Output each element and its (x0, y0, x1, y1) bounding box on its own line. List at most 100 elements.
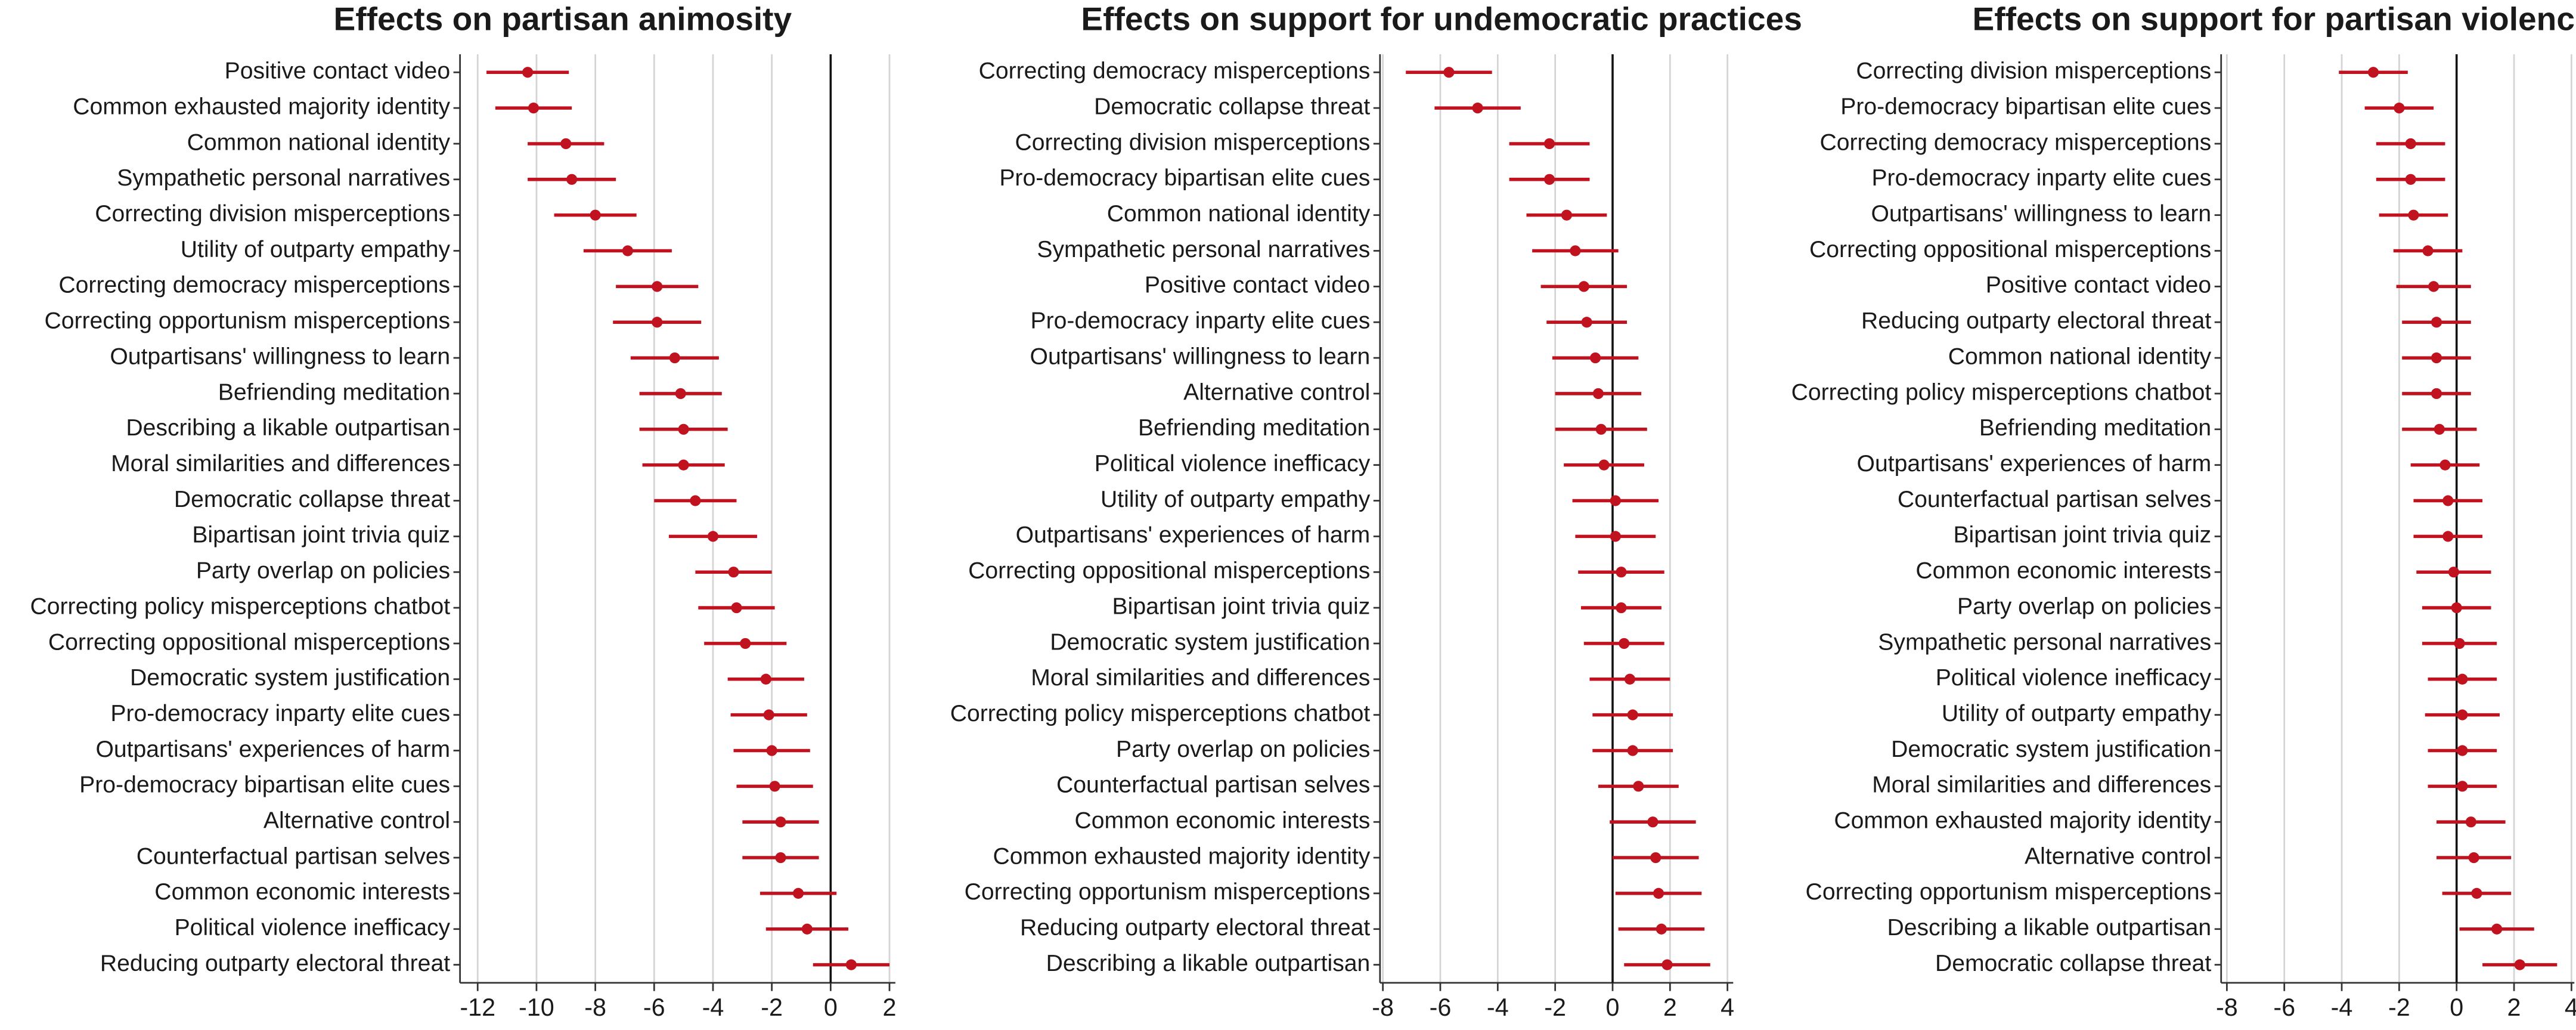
point (2428, 281, 2439, 292)
category-label: Common national identity (1107, 201, 1371, 227)
category-label: Correcting division misperceptions (1015, 129, 1370, 155)
category-label: Party overlap on policies (1116, 737, 1370, 762)
point (845, 959, 857, 970)
category-label: Describing a likable outpartisan (1046, 951, 1371, 976)
point (652, 317, 663, 328)
category-label: Outpartisans' willingness to learn (1030, 344, 1371, 369)
category-label: Common exhausted majority identity (73, 94, 450, 119)
point (652, 281, 663, 292)
point (740, 638, 751, 649)
x-tick-label: 2 (883, 994, 897, 1021)
x-tick-label: 0 (2450, 994, 2463, 1021)
point (678, 423, 689, 435)
category-label: Alternative control (2025, 843, 2211, 869)
point (622, 245, 633, 256)
category-label: Correcting policy misperceptions chatbot (30, 593, 451, 619)
category-label: Bipartisan joint trivia quiz (1953, 522, 2211, 548)
category-label: Political violence inefficacy (1936, 665, 2212, 691)
x-tick-label: 0 (1605, 994, 1619, 1021)
x-tick-label: -4 (702, 994, 724, 1021)
x-tick-label: -6 (2273, 994, 2295, 1021)
point (2431, 388, 2442, 400)
point (769, 781, 780, 792)
category-label: Correcting division misperceptions (1856, 58, 2211, 84)
point (1592, 388, 1604, 400)
category-label: Bipartisan joint trivia quiz (1112, 593, 1371, 619)
point (1616, 602, 1627, 614)
point (2367, 67, 2379, 78)
point (560, 138, 572, 150)
x-tick-label: 4 (1721, 994, 1734, 1021)
category-label: Moral similarities and differences (111, 451, 450, 477)
x-tick-label: -2 (1544, 994, 1566, 1021)
point (669, 352, 680, 364)
point (2457, 673, 2468, 685)
category-label: Correcting oppositional misperceptions (1809, 237, 2211, 262)
point (2405, 174, 2416, 185)
category-label: Befriending meditation (1138, 415, 1370, 441)
point (2471, 887, 2482, 899)
point (1443, 67, 1455, 78)
point (792, 887, 804, 899)
point (1561, 209, 1573, 221)
point (775, 816, 786, 828)
category-label: Counterfactual partisan selves (1898, 487, 2211, 512)
category-label: Democratic system justification (1891, 737, 2211, 762)
x-tick-label: -6 (1430, 994, 1452, 1021)
category-label: Pro-democracy bipartisan elite cues (999, 165, 1370, 191)
point (728, 567, 739, 578)
x-tick-label: -4 (1487, 994, 1509, 1021)
point (1619, 638, 1630, 649)
point (2491, 923, 2503, 935)
x-tick-label: 2 (2507, 994, 2521, 1021)
category-label: Common national identity (1948, 344, 2212, 369)
point (760, 673, 771, 685)
point (2394, 103, 2405, 114)
point (775, 852, 786, 864)
x-tick-label: 0 (824, 994, 838, 1021)
point (1656, 923, 1667, 935)
category-label: Correcting policy misperceptions chatbot (1791, 379, 2212, 405)
point (2468, 852, 2479, 864)
point (2408, 209, 2419, 221)
point (2405, 138, 2416, 150)
point (2434, 423, 2445, 435)
category-label: Alternative control (264, 808, 450, 834)
category-label: Correcting opportunism misperceptions (44, 308, 450, 334)
point (2422, 245, 2434, 256)
category-label: Alternative control (1183, 379, 1370, 405)
category-label: Pro-democracy bipartisan elite cues (1840, 94, 2211, 119)
point (1627, 709, 1638, 720)
category-label: Political violence inefficacy (175, 915, 451, 941)
point (1616, 567, 1627, 578)
point (1610, 531, 1621, 542)
category-label: Befriending meditation (218, 379, 450, 405)
point (1647, 816, 1659, 828)
category-label: Democratic collapse threat (1094, 94, 1370, 119)
category-label: Outpartisans' experiences of harm (1857, 451, 2212, 477)
point (1543, 174, 1555, 185)
chart-title: Effects on partisan animosity (334, 0, 792, 37)
category-label: Common national identity (187, 129, 451, 155)
point (2431, 352, 2442, 364)
point (707, 531, 719, 542)
point (2431, 317, 2442, 328)
point (1581, 317, 1592, 328)
point (1595, 423, 1607, 435)
category-label: Pro-democracy bipartisan elite cues (79, 772, 450, 798)
category-label: Moral similarities and differences (1031, 665, 1370, 691)
category-label: Democratic system justification (130, 665, 450, 691)
category-label: Outpartisans' experiences of harm (95, 737, 450, 762)
point (1610, 495, 1621, 506)
point (1653, 887, 1664, 899)
point (1598, 459, 1610, 471)
x-tick-label: -8 (584, 994, 606, 1021)
category-label: Befriending meditation (1979, 415, 2211, 441)
x-tick-label: -2 (761, 994, 783, 1021)
point (2465, 816, 2476, 828)
category-label: Pro-democracy inparty elite cues (110, 701, 450, 726)
category-label: Correcting opportunism misperceptions (1806, 879, 2212, 905)
x-tick-label: -4 (2331, 994, 2353, 1021)
point (2457, 745, 2468, 756)
